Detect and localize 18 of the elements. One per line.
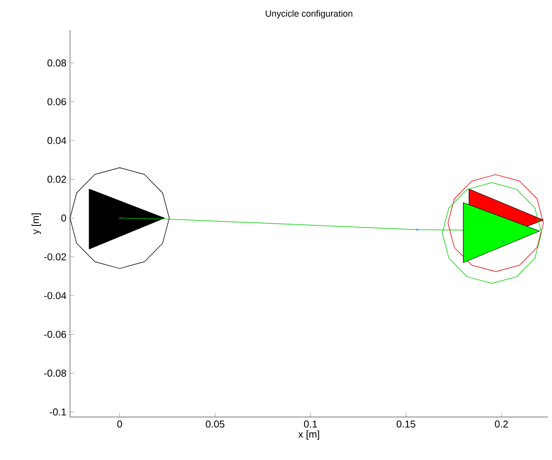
y-tick-label: 0.04 [47,136,66,144]
y-tick-label: -0.04 [44,292,66,300]
y-tick-label: -0.02 [44,253,66,260]
y-tick-label: 0.06 [47,98,66,106]
y-tick-label: -0.1 [50,408,66,416]
x-tick-label: 0 [117,420,122,428]
x-tick-label: 0.2 [494,420,508,428]
x-tick-label: 0.05 [206,420,224,428]
y-tick-label: 0 [61,214,66,222]
y-tick-label: 0.02 [47,176,66,183]
x-tick-label: 0.15 [396,420,416,428]
y-tick-label: -0.08 [44,370,66,377]
x-axis-title: x [m] [298,430,320,440]
y-tick-label: 0.08 [47,59,66,66]
x-tick-label: 0.1 [304,420,317,428]
y-tick-label: -0.06 [44,330,66,338]
chart-title: Unycicle configuration [266,10,352,18]
y-axis-title: y [m] [32,213,41,234]
